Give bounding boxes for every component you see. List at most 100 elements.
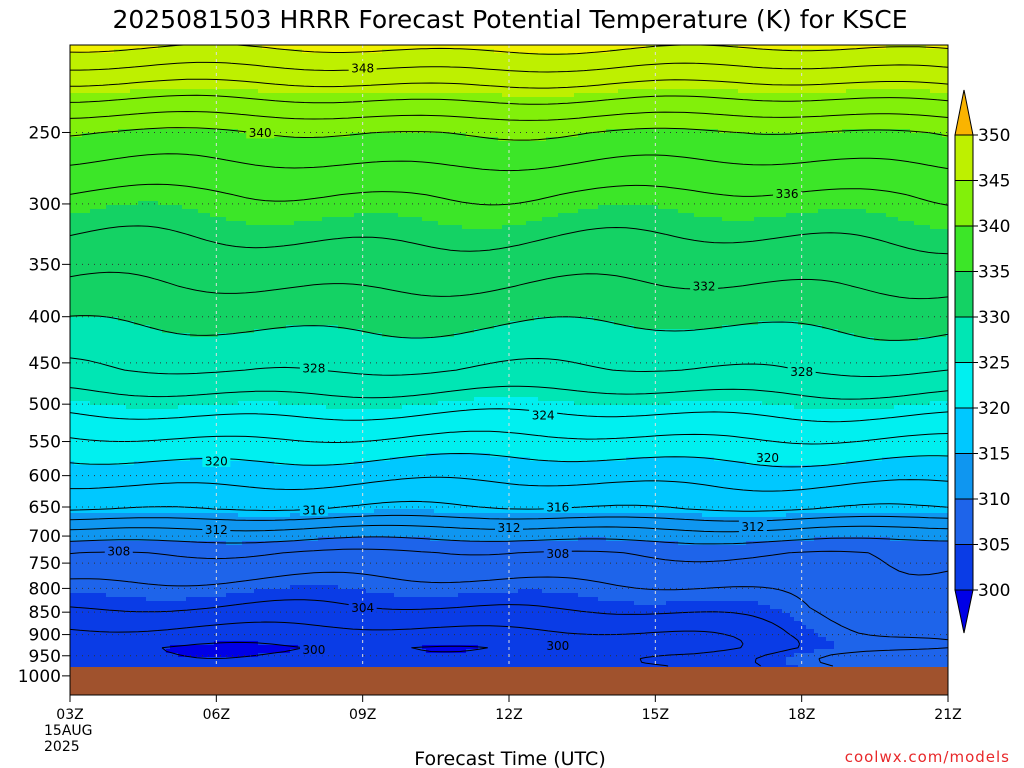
band-cell <box>830 49 835 94</box>
band-cell <box>202 129 207 214</box>
band-cell <box>358 93 363 134</box>
band-cell <box>142 461 147 514</box>
band-cell <box>826 649 831 667</box>
band-cell <box>518 541 523 590</box>
band-cell <box>718 133 723 218</box>
band-cell <box>210 337 215 406</box>
band-cell <box>654 457 659 514</box>
band-cell <box>798 621 803 654</box>
band-cell <box>890 89 895 130</box>
band-cell <box>278 589 283 646</box>
band-cell <box>466 513 471 542</box>
band-cell <box>726 461 731 518</box>
band-cell <box>650 329 655 406</box>
band-cell <box>122 405 127 466</box>
band-cell <box>354 45 359 54</box>
band-cell <box>642 205 647 330</box>
band-cell <box>930 49 935 94</box>
band-cell <box>902 89 907 130</box>
band-cell <box>778 45 783 50</box>
band-cell <box>586 53 591 94</box>
band-cell <box>374 409 379 462</box>
band-cell <box>430 133 435 222</box>
band-cell <box>414 49 419 94</box>
band-cell <box>706 89 711 130</box>
band-cell <box>510 45 515 54</box>
band-cell <box>810 629 815 654</box>
contour-label: 312 <box>498 521 521 535</box>
band-cell <box>794 49 799 94</box>
y-tick-label: 400 <box>29 308 61 328</box>
band-cell <box>102 405 107 466</box>
band-cell <box>850 89 855 130</box>
band-cell <box>826 93 831 134</box>
band-cell <box>198 597 203 646</box>
band-cell <box>382 509 387 538</box>
band-cell <box>174 89 179 130</box>
band-cell <box>614 601 619 667</box>
band-cell <box>470 593 475 646</box>
band-cell <box>362 133 367 214</box>
band-cell <box>786 49 791 94</box>
band-cell <box>446 653 451 667</box>
band-cell <box>582 133 587 210</box>
band-cell <box>838 49 843 94</box>
band-cell <box>766 605 771 667</box>
band-cell <box>306 405 311 466</box>
band-cell <box>158 45 163 90</box>
band-cell <box>838 537 843 667</box>
band-cell <box>482 593 487 667</box>
band-cell <box>922 89 927 134</box>
band-cell <box>530 397 535 462</box>
band-cell <box>890 217 895 342</box>
band-cell <box>534 45 539 54</box>
band-cell <box>622 45 627 50</box>
band-cell <box>238 45 243 90</box>
band-cell <box>674 513 679 542</box>
band-cell <box>770 217 775 322</box>
band-cell <box>170 45 175 90</box>
band-cell <box>702 457 707 518</box>
band-cell <box>666 129 671 210</box>
band-cell <box>358 213 363 330</box>
band-cell <box>650 205 655 330</box>
band-cell <box>230 593 235 642</box>
band-cell <box>698 45 703 90</box>
band-cell <box>938 541 943 667</box>
band-cell <box>466 49 471 94</box>
band-cell <box>278 45 283 50</box>
band-cell <box>382 133 387 214</box>
band-cell <box>822 649 827 667</box>
band-cell <box>382 49 387 94</box>
band-cell <box>446 337 451 402</box>
band-cell <box>318 53 323 94</box>
band-cell <box>878 49 883 90</box>
band-cell <box>862 461 867 514</box>
band-cell <box>102 317 107 406</box>
band-cell <box>814 325 819 410</box>
band-cell <box>282 225 287 330</box>
isoline-344 <box>70 94 948 105</box>
band-cell <box>266 49 271 94</box>
band-cell <box>718 217 723 330</box>
band-cell <box>502 397 507 458</box>
isoline-302 <box>70 621 744 667</box>
band-cell <box>838 45 843 50</box>
band-cell <box>942 137 947 230</box>
band-cell <box>154 541 159 602</box>
band-cell <box>774 93 779 134</box>
band-cell <box>366 213 371 334</box>
band-cell <box>850 209 855 334</box>
band-cell <box>346 45 351 54</box>
band-cell <box>858 129 863 210</box>
band-cell <box>830 513 835 538</box>
band-cell <box>842 49 847 94</box>
band-cell <box>514 457 519 514</box>
band-cell <box>694 513 699 546</box>
band-cell <box>898 405 903 458</box>
band-cell <box>74 401 79 466</box>
band-cell <box>778 321 783 406</box>
band-cell <box>798 653 803 667</box>
band-cell <box>254 401 259 462</box>
band-cell <box>842 537 847 667</box>
